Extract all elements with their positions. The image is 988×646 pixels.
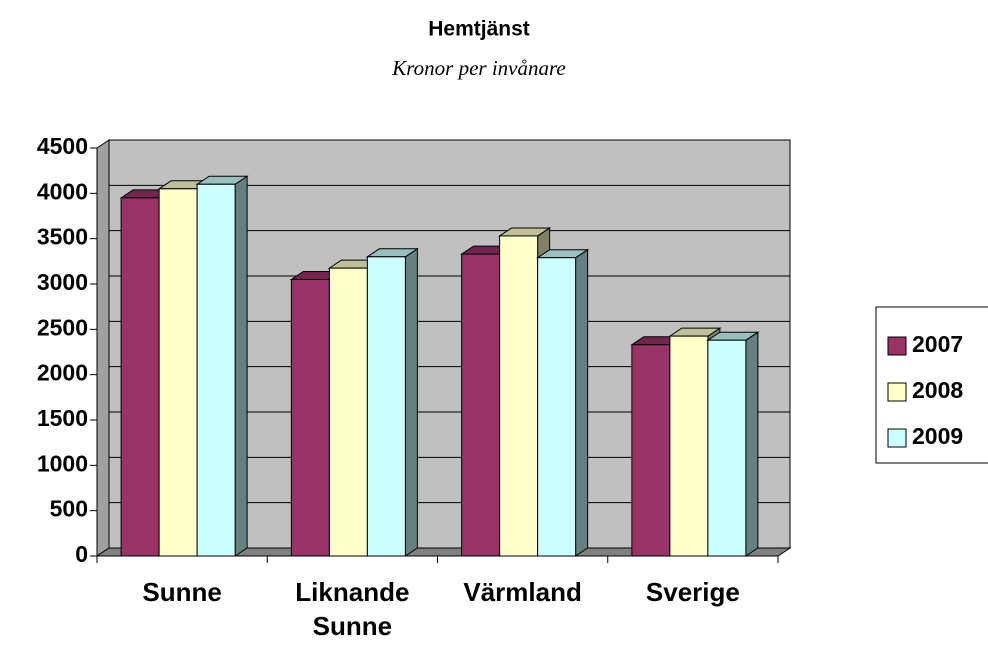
y-tick-label: 3000: [37, 269, 88, 295]
bar: [158, 188, 198, 557]
bar: [328, 267, 368, 557]
y-tick-label: 4500: [37, 133, 88, 159]
y-tick-label: 2500: [37, 314, 88, 340]
y-tick-label: 1000: [37, 450, 88, 476]
bar-side: [745, 331, 759, 557]
bar: [366, 256, 406, 557]
y-tick-label: 500: [50, 496, 88, 522]
bar-side: [234, 175, 248, 557]
y-tick-label: 2000: [37, 360, 88, 386]
legend-swatch: [887, 336, 907, 356]
bar: [461, 253, 501, 557]
chart-subtitle: Kronor per invånare: [391, 56, 565, 80]
y-tick-label: 4000: [37, 178, 88, 204]
bar: [707, 339, 747, 557]
bar: [290, 278, 330, 557]
bar-side: [575, 248, 589, 557]
legend-label: 2007: [912, 331, 963, 357]
legend-label: 2009: [912, 423, 963, 449]
legend-swatch: [887, 428, 907, 448]
x-tick-label: Värmland: [463, 577, 582, 607]
legend-label: 2008: [912, 377, 963, 403]
x-tick-label: Liknande Sunne: [295, 577, 410, 641]
bar-side: [404, 247, 418, 557]
chart-title: Hemtjänst: [428, 18, 530, 41]
bar: [631, 344, 671, 557]
bar: [537, 257, 577, 557]
y-tick-label: 3500: [37, 224, 88, 250]
bar: [120, 197, 160, 557]
side-wall: [96, 139, 110, 557]
bar: [499, 235, 539, 557]
x-tick-label: Sunne: [142, 577, 222, 607]
bar: [669, 335, 709, 557]
x-tick-label: Sverige: [645, 577, 740, 607]
bar: [196, 183, 236, 557]
y-tick-label: 1500: [37, 405, 88, 431]
legend-swatch: [887, 382, 907, 402]
y-tick-label: 0: [75, 541, 88, 567]
